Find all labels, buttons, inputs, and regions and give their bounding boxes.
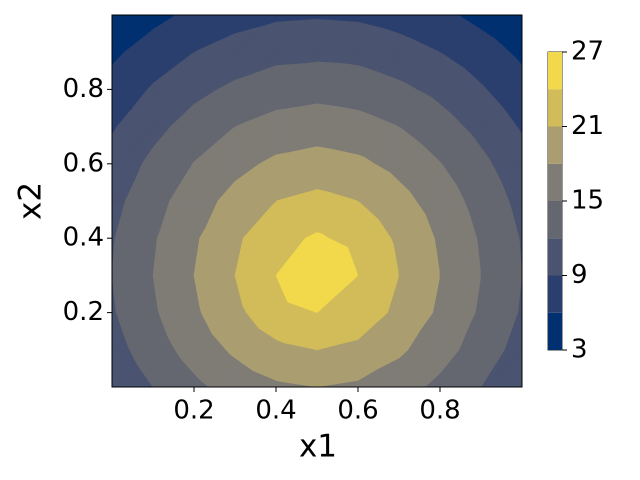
colorbar-band <box>548 89 562 127</box>
contour-region <box>275 152 290 165</box>
contour-region <box>234 25 265 53</box>
contour-region <box>316 61 347 91</box>
colorbar-band <box>548 238 562 276</box>
x-tick-label: 0.6 <box>337 396 378 426</box>
contour-region <box>193 15 236 53</box>
contour-region <box>193 126 236 165</box>
x-tick-label: 0.2 <box>173 396 214 426</box>
x-axis-label: x1 <box>299 429 337 465</box>
contour-region <box>275 106 299 128</box>
colorbar-tick-label: 21 <box>571 111 604 141</box>
contour-region <box>398 125 422 165</box>
contour-region <box>316 232 323 239</box>
colorbar-band <box>548 163 562 201</box>
contour-region <box>480 82 485 91</box>
contour-region <box>152 15 195 53</box>
contour-region <box>316 103 340 128</box>
colorbar-band <box>548 275 562 313</box>
contour-region <box>439 161 442 165</box>
contour-region <box>357 200 379 239</box>
contour-region <box>316 189 328 202</box>
x-tick-label: 0.8 <box>419 396 460 426</box>
contour-region <box>357 109 372 128</box>
contour-region <box>357 21 385 53</box>
contour-region <box>357 154 366 165</box>
axes-frame <box>111 14 523 388</box>
contour-region <box>439 103 454 128</box>
plot-area <box>112 15 522 387</box>
x-tick-label: 0.4 <box>255 396 296 426</box>
y-tick-label: 0.2 <box>63 297 104 327</box>
contour-region <box>398 33 414 53</box>
contour-region <box>439 15 473 53</box>
y-tick-label: 0.4 <box>63 223 104 253</box>
contour-region <box>234 74 252 91</box>
contour-region <box>112 15 154 53</box>
contour-region <box>275 63 306 91</box>
contour-region <box>398 180 410 202</box>
colorbar-tick-label: 27 <box>571 37 604 67</box>
y-tick-label: 0.8 <box>63 74 104 104</box>
contour-region <box>316 146 334 165</box>
colorbar-band <box>548 126 562 164</box>
colorbar-band <box>548 312 562 350</box>
contour-region <box>398 79 407 91</box>
colorbar-tick-label: 9 <box>571 260 588 290</box>
contour-region <box>316 18 352 53</box>
colorbar-band <box>548 201 562 239</box>
y-axis-label: x2 <box>13 182 49 220</box>
contour-region <box>439 51 465 91</box>
contour-region <box>357 65 378 91</box>
colorbar-tick-label: 15 <box>571 186 604 216</box>
contour-region <box>480 146 489 165</box>
colorbar-band <box>548 52 562 90</box>
y-tick-label: 0.6 <box>63 148 104 178</box>
colorbar-tick-label: 3 <box>571 335 588 365</box>
contour-region <box>480 28 496 53</box>
contour-region <box>152 51 195 91</box>
contour-region <box>275 19 313 53</box>
